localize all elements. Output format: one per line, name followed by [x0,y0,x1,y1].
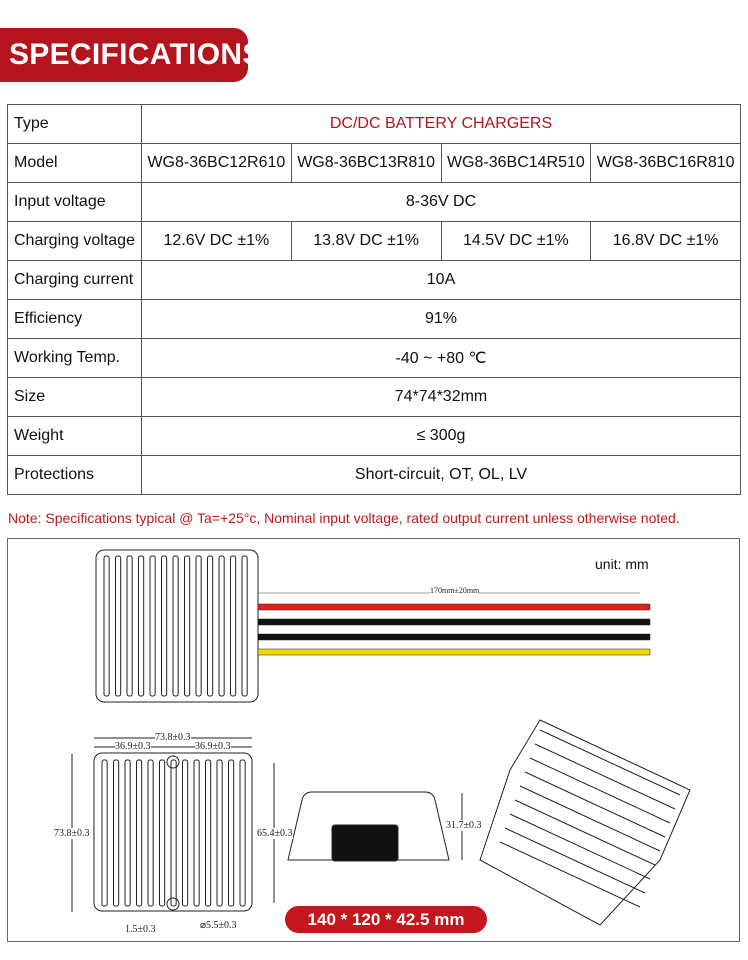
heatsink-fin [184,555,191,697]
heatsink-fin [534,743,676,810]
side-height-label: 31.7±0.3 [446,820,482,831]
heatsink-fin [126,555,133,697]
heatsink-fin [499,841,641,908]
spec-note: Note: Specifications typical @ Ta=+25°c,… [8,510,680,526]
row-label: Protections [7,455,142,495]
table-row: Working Temp. -40 ~ +80 ℃ [7,338,741,378]
heatsink-fin [195,555,202,697]
table-row: Protections Short-circuit, OT, OL, LV [7,455,741,495]
heatsink-fin [149,555,156,697]
heatsink-fin [172,555,179,697]
package-size-badge: 140 * 120 * 42.5 mm [285,906,487,933]
wire [257,648,651,656]
heatsink-fin [161,555,168,697]
row-value: ≤ 300g [141,416,741,456]
heatsink-fin [136,759,143,907]
heatsink-fin [509,813,651,880]
wire [257,618,651,626]
table-row: Type DC/DC BATTERY CHARGERS [7,104,741,144]
table-row: Charging voltage 12.6V DC ±1% 13.8V DC ±1%… [7,221,741,261]
module-isometric-view [479,719,691,926]
heatsink-fin [529,757,671,824]
table-row: Charging current 10A [7,260,741,300]
heatsink-fin [241,555,248,697]
heatsink-fin [103,555,110,697]
wire [257,633,651,641]
heatsink-fin [205,759,212,907]
module-side-view [287,791,463,862]
module-front-view [71,737,275,912]
module-top-view [95,549,259,703]
row-label: Charging current [7,260,142,300]
heatsink-fin [115,555,122,697]
heatsink-fin [239,759,246,907]
wire [257,603,651,611]
row-label: Working Temp. [7,338,142,378]
heatsink-fin [170,759,177,907]
heatsink-fin [193,759,200,907]
heatsink-fin [113,759,120,907]
specifications-banner: SPECIFICATIONS [0,28,262,82]
heatsink-fin [524,771,666,838]
dimension-diagram [7,538,740,942]
heatsink-fin [519,785,661,852]
model-value: WG8-36BC14R510 [440,143,592,183]
row-label: Type [7,104,142,144]
heatsink-fin [124,759,131,907]
row-label: Charging voltage [7,221,142,261]
table-row: Input voltage 8-36V DC [7,182,741,222]
unit-label: unit: mm [595,556,649,572]
height-label: 73.8±0.3 [54,828,90,839]
table-row: Model WG8-36BC12R610 WG8-36BC13R810 WG8-36B… [7,143,741,183]
row-value: Short-circuit, OT, OL, LV [141,455,741,495]
heatsink-fin [159,759,166,907]
heatsink-fin [514,799,656,866]
wire-length-label: 170mm±20mm [430,586,480,595]
voltage-value: 13.8V DC ±1% [290,221,442,261]
heatsink-fin [228,759,235,907]
heatsink-fin [138,555,145,697]
heatsink-fin [101,759,108,907]
row-label: Model [7,143,142,183]
heatsink-fin [147,759,154,907]
edge-label: 1.5±0.3 [125,924,156,935]
row-label: Input voltage [7,182,142,222]
row-value: 10A [141,260,741,300]
heatsink-fin [539,729,681,796]
heatsink-fin [504,827,646,894]
heatsink-fin [218,555,225,697]
half-width-label: 36.9±0.3 [195,741,231,752]
row-value: 8-36V DC [141,182,741,222]
table-row: Weight ≤ 300g [7,416,741,456]
voltage-value: 16.8V DC ±1% [590,221,741,261]
spec-table: Type DC/DC BATTERY CHARGERS Model WG8-36BC… [7,104,741,495]
heatsink-fin [207,555,214,697]
half-width-label: 36.9±0.3 [115,741,151,752]
heatsink-fin [182,759,189,907]
model-value: WG8-36BC16R810 [590,143,741,183]
heatsink-fin [230,555,237,697]
hole-label: ⌀5.5±0.3 [200,920,237,931]
row-value: -40 ~ +80 ℃ [141,338,741,378]
heatsink-fin [216,759,223,907]
voltage-value: 12.6V DC ±1% [141,221,292,261]
width-label: 73.8±0.3 [155,732,191,743]
wires [257,603,651,656]
inner-height-label: 65.4±0.3 [257,828,293,839]
voltage-value: 14.5V DC ±1% [440,221,592,261]
